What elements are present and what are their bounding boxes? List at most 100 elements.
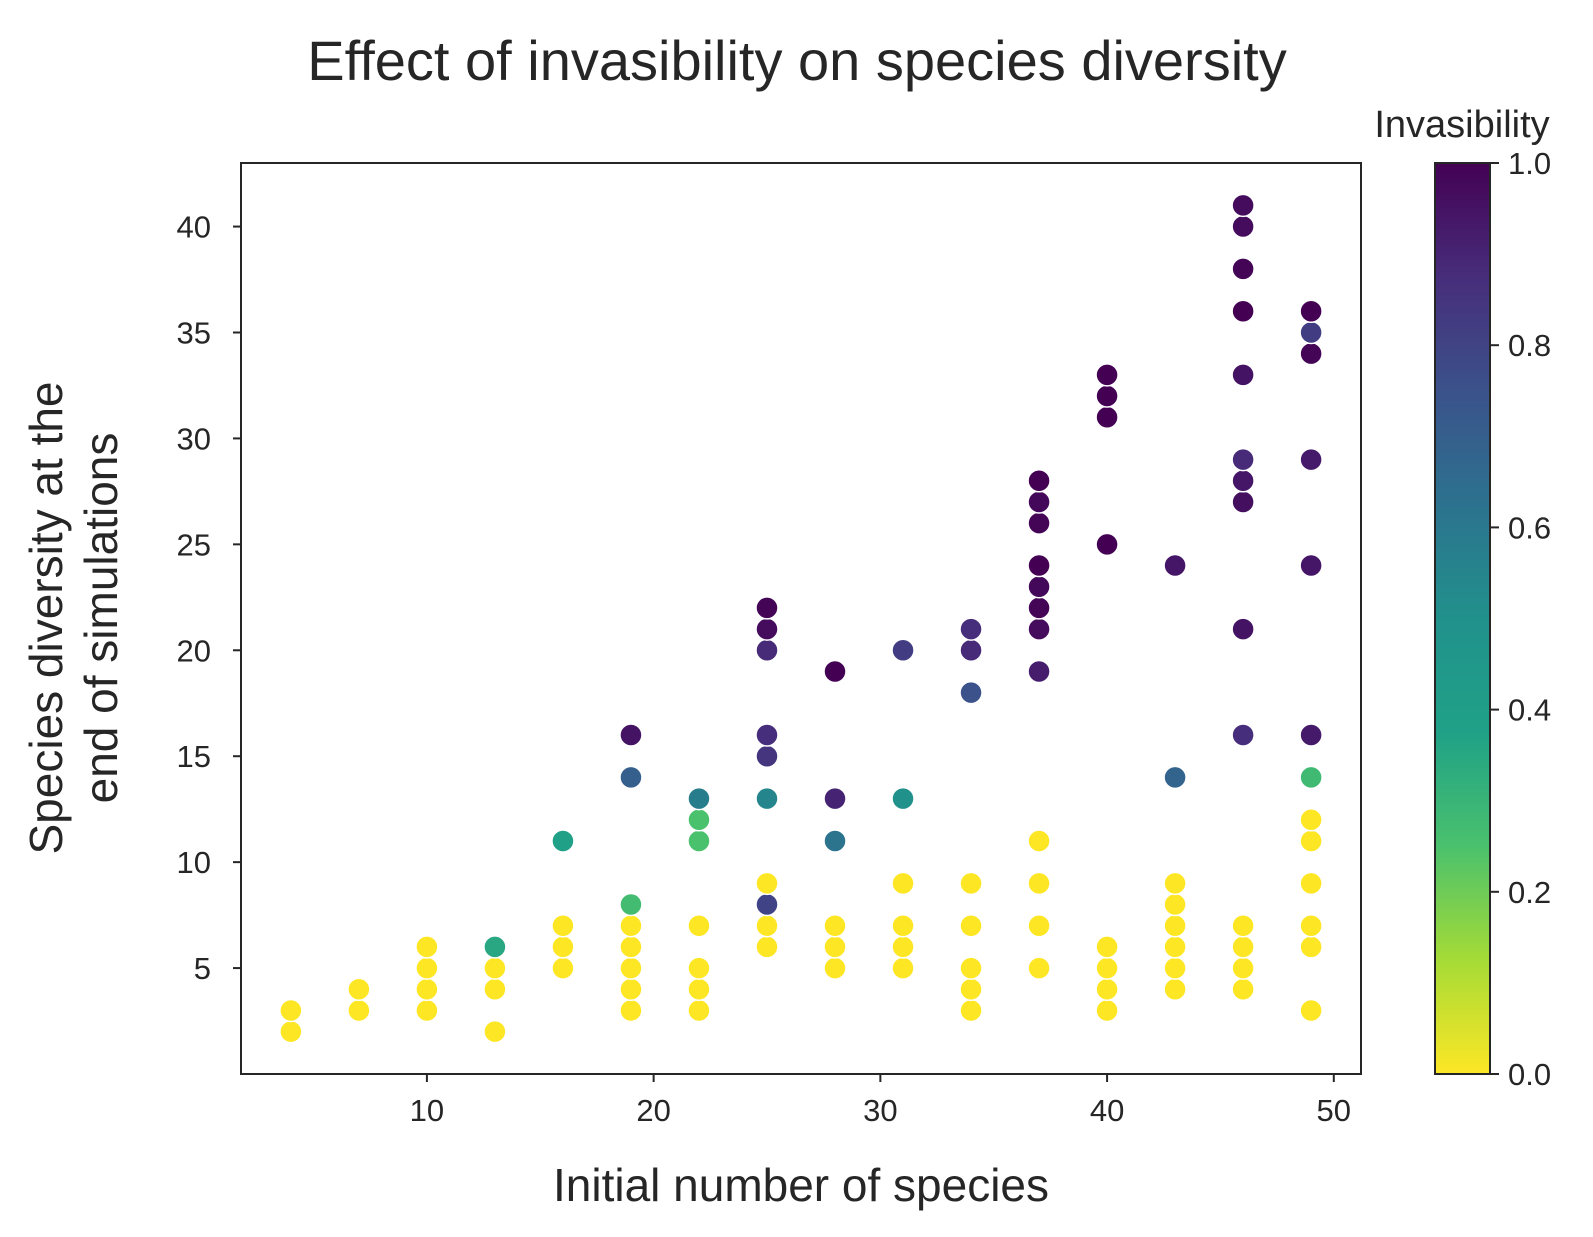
- data-point: [1299, 765, 1323, 790]
- y-tick-label: 20: [177, 633, 211, 668]
- x-axis-ticks: 10 20 30 40 50: [410, 1074, 1351, 1128]
- data-point: [1163, 892, 1187, 917]
- data-point: [1299, 998, 1323, 1023]
- data-point: [347, 998, 371, 1023]
- data-point: [687, 786, 711, 811]
- data-point: [755, 596, 779, 620]
- data-point: [1027, 574, 1051, 599]
- data-point: [279, 998, 303, 1023]
- data-point: [755, 638, 779, 663]
- data-point: [755, 892, 779, 917]
- data-point: [1095, 532, 1119, 557]
- data-point: [959, 638, 983, 663]
- colorbar-gradient: [1434, 162, 1491, 1075]
- data-point: [1027, 617, 1051, 641]
- data-point: [551, 956, 575, 980]
- y-tick-label: 35: [177, 315, 211, 350]
- y-tick-label: 15: [177, 739, 211, 774]
- data-point: [1027, 511, 1051, 535]
- colorbar: Invasibility 0.0 0.2 0.4 0.6 0.8 1.0: [1374, 104, 1551, 1092]
- data-point: [1095, 363, 1119, 387]
- chart-title: Effect of invasibility on species divers…: [307, 29, 1286, 92]
- data-point: [959, 998, 983, 1023]
- y-axis-label: Species diversity at the end of simulati…: [20, 381, 127, 854]
- y-tick-label: 30: [177, 421, 211, 456]
- data-point: [959, 680, 983, 705]
- colorbar-tick-label: 0.4: [1508, 693, 1551, 728]
- data-point: [755, 935, 779, 959]
- data-point: [1095, 405, 1119, 429]
- data-point: [1027, 659, 1051, 684]
- data-point: [1299, 935, 1323, 959]
- data-point: [1095, 998, 1119, 1023]
- colorbar-tick-label: 0.2: [1508, 875, 1551, 910]
- data-point: [1299, 447, 1323, 472]
- data-point: [755, 617, 779, 641]
- data-point: [1299, 829, 1323, 853]
- data-point: [1163, 935, 1187, 959]
- data-point: [483, 977, 507, 1002]
- data-point: [755, 871, 779, 896]
- data-point: [1231, 956, 1255, 980]
- data-point: [1163, 956, 1187, 980]
- y-tick-label: 25: [177, 527, 211, 562]
- data-point: [1163, 553, 1187, 578]
- plot-frame: [240, 162, 1362, 1075]
- data-point: [687, 913, 711, 938]
- data-point: [551, 913, 575, 938]
- data-point: [755, 723, 779, 747]
- data-point: [1231, 723, 1255, 747]
- data-point: [1231, 490, 1255, 514]
- data-point: [891, 913, 915, 938]
- y-axis-ticks: 5 10 15 20 25 30 35 40: [177, 210, 241, 986]
- data-point: [1027, 871, 1051, 896]
- data-point: [891, 956, 915, 980]
- data-point: [415, 977, 439, 1002]
- data-point: [891, 786, 915, 811]
- data-point: [1027, 913, 1051, 938]
- data-point: [415, 935, 439, 959]
- colorbar-tick-label: 0.8: [1508, 328, 1551, 363]
- data-point: [1095, 384, 1119, 408]
- data-point: [1231, 363, 1255, 387]
- data-point: [1299, 553, 1323, 578]
- data-point: [959, 617, 983, 641]
- colorbar-tick-label: 0.0: [1508, 1057, 1551, 1092]
- data-point: [1299, 341, 1323, 366]
- data-point: [551, 935, 575, 959]
- data-point: [1231, 469, 1255, 493]
- data-point: [1299, 913, 1323, 938]
- data-point: [1027, 596, 1051, 620]
- data-point: [1299, 808, 1323, 832]
- data-point: [1231, 257, 1255, 281]
- data-point: [1163, 765, 1187, 790]
- data-point: [823, 659, 847, 684]
- data-point: [619, 977, 643, 1002]
- data-point: [483, 1019, 507, 1044]
- data-point: [1299, 299, 1323, 324]
- data-point: [891, 638, 915, 663]
- y-tick-label: 10: [177, 845, 211, 880]
- data-point: [619, 913, 643, 938]
- data-point: [1095, 935, 1119, 959]
- data-point: [1231, 193, 1255, 218]
- data-point: [1095, 977, 1119, 1002]
- data-point: [279, 1019, 303, 1044]
- data-point: [415, 956, 439, 980]
- data-point: [687, 977, 711, 1002]
- data-point: [1027, 956, 1051, 980]
- data-point: [891, 935, 915, 959]
- data-point: [619, 765, 643, 790]
- data-point: [1231, 977, 1255, 1002]
- data-point: [1299, 723, 1323, 747]
- data-point: [1163, 871, 1187, 896]
- data-point: [1027, 469, 1051, 493]
- data-point: [1231, 935, 1255, 959]
- data-point: [823, 786, 847, 811]
- y-axis-label-line-2: end of simulations: [75, 433, 127, 804]
- data-point: [551, 829, 575, 853]
- data-point: [959, 871, 983, 896]
- colorbar-tick-label: 0.6: [1508, 510, 1551, 545]
- data-point: [959, 956, 983, 980]
